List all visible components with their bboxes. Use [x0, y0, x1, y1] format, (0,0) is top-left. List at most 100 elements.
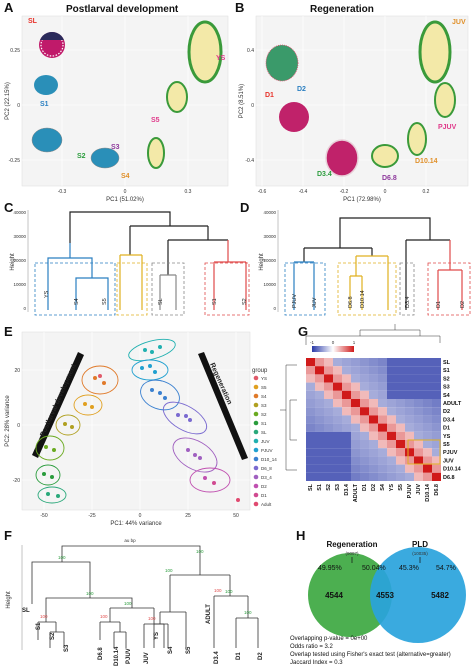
heatmap-cell — [423, 374, 432, 383]
legend-entry: Adult — [261, 502, 272, 507]
heatmap-cell — [315, 423, 324, 432]
heatmap-cell — [324, 366, 333, 375]
heatmap-cell — [306, 431, 315, 440]
heatmap-cell — [369, 407, 378, 416]
heatmap-cell — [333, 440, 342, 449]
venn-left-pct: 49.95% — [318, 565, 342, 572]
heatmap-cell — [414, 366, 423, 375]
panel-e-xtick: 25 — [185, 513, 191, 519]
heatmap-cell — [423, 366, 432, 375]
venn-mid-left-pct: 50.04% — [362, 565, 386, 572]
heatmap-cell — [369, 374, 378, 383]
panel-b-sample-d2 — [265, 44, 299, 82]
heatmap-cell — [324, 382, 333, 391]
panel-e-points — [42, 345, 240, 502]
heatmap-cell — [342, 464, 351, 473]
venn-right-circle — [370, 547, 466, 643]
heatmap-cell — [369, 358, 378, 367]
heatmap-cell — [432, 456, 441, 465]
panel-a-label: A — [4, 0, 14, 15]
venn-right-count: (10035) — [412, 551, 428, 556]
heatmap-cell — [306, 407, 315, 416]
heatmap-cell — [423, 382, 432, 391]
heatmap-cell — [342, 358, 351, 367]
panel-e-xlabel: PC1: 44% variance — [110, 521, 162, 527]
heatmap-cell — [333, 390, 342, 399]
heatmap-cell — [306, 440, 315, 449]
panel-a-larva-s1 — [34, 75, 58, 95]
panel-e-xtick: 50 — [233, 513, 239, 519]
panel-f-dendrogram — [31, 545, 259, 648]
panel-b-xlabel: PC1 (72.98%) — [343, 197, 381, 203]
heatmap-col-label: JUV — [416, 484, 422, 495]
heatmap-cell — [342, 407, 351, 416]
panel-f-root-note: au bp — [124, 538, 136, 543]
panel-b-ytick: 0.4 — [247, 48, 254, 54]
panel-c-cluster-box — [116, 262, 148, 316]
panel-f-leaf: S1 — [36, 622, 42, 630]
heatmap-cell — [306, 423, 315, 432]
panel-e-ylabel: PC2: 28% variance — [5, 395, 11, 447]
venn-note: Odds ratio = 3.2 — [290, 644, 334, 650]
heatmap-cell — [315, 456, 324, 465]
panel-f-leaf: JUV — [144, 652, 150, 664]
legend-entry: S3 — [261, 403, 267, 408]
heatmap-cell — [315, 472, 324, 481]
panel-a-stage-s2: S2 — [77, 153, 86, 160]
panel-a-larva-sl — [39, 31, 65, 58]
panel-a-larva-ys — [187, 20, 223, 84]
heatmap-cell — [378, 358, 387, 367]
panel-a-larva-s4 — [147, 137, 165, 169]
panel-b-stage-pjuv: PJUV — [438, 124, 457, 131]
panel-c-leaf: YS — [44, 290, 50, 298]
heatmap-cell — [396, 448, 405, 457]
panel-e-ytick: 20 — [14, 368, 20, 374]
heatmap-cell — [378, 423, 387, 432]
legend-swatch — [253, 501, 259, 507]
heatmap-cell — [360, 374, 369, 383]
heatmap-cell — [315, 431, 324, 440]
heatmap-cell — [342, 415, 351, 424]
heatmap-cell — [432, 440, 441, 449]
panel-a-xtick: -0.3 — [58, 189, 67, 195]
heatmap-cell — [324, 407, 333, 416]
heatmap-cell — [360, 431, 369, 440]
legend-entry: SL — [261, 430, 267, 435]
heatmap-cell — [387, 366, 396, 375]
heatmap-cell — [405, 407, 414, 416]
heatmap-cell — [396, 390, 405, 399]
heatmap-col-label: SL — [308, 483, 314, 491]
panel-d-leaf: D3.4 — [405, 296, 411, 308]
panel-c-ytick: 0 — [23, 306, 26, 311]
heatmap-cell — [414, 407, 423, 416]
svg-text:100: 100 — [196, 549, 204, 554]
panel-e-label: E — [4, 324, 13, 339]
panel-g-scale-label: 0 — [332, 340, 335, 345]
heatmap-cell — [414, 390, 423, 399]
heatmap-cell — [324, 464, 333, 473]
heatmap-cell — [405, 472, 414, 481]
heatmap-cell — [423, 431, 432, 440]
heatmap-cell — [378, 382, 387, 391]
heatmap-row-label: D2 — [443, 409, 450, 415]
heatmap-row-label: JUV — [443, 458, 454, 464]
panel-e-xtick: -25 — [88, 513, 95, 519]
heatmap-cell — [387, 382, 396, 391]
svg-text:100: 100 — [100, 614, 108, 619]
heatmap-cell — [306, 456, 315, 465]
heatmap-cell — [324, 456, 333, 465]
heatmap-col-label: D6.8 — [434, 484, 440, 496]
heatmap-cell — [351, 366, 360, 375]
panel-g-heatmap — [306, 358, 441, 481]
heatmap-row-label: D1 — [443, 426, 450, 432]
panel-g-scale-label: 1 — [353, 340, 356, 345]
heatmap-cell — [369, 456, 378, 465]
panel-b-stage-juv: JUV — [452, 19, 466, 26]
legend-swatch — [253, 393, 259, 399]
heatmap-cell — [396, 431, 405, 440]
heatmap-cell — [369, 431, 378, 440]
panel-d: D 40000 30000 20000 10000 0 Height PJUV … — [240, 200, 471, 316]
panel-d-leaf: D2 — [460, 301, 466, 308]
heatmap-cell — [432, 415, 441, 424]
legend-swatch — [253, 447, 259, 453]
